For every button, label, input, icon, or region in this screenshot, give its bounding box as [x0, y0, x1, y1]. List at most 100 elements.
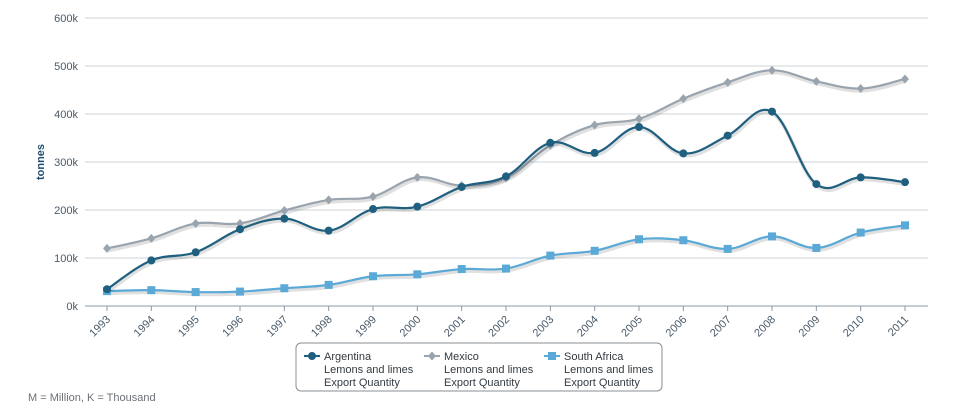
data-point[interactable] — [457, 265, 466, 274]
legend-label: Lemons and limes — [444, 364, 534, 376]
x-tick-label: 1999 — [353, 314, 379, 340]
y-tick-label: 0k — [66, 301, 78, 313]
data-point[interactable] — [147, 233, 156, 243]
legend-swatch-marker[interactable] — [308, 352, 316, 360]
data-point[interactable] — [856, 84, 865, 94]
data-point[interactable] — [723, 131, 732, 140]
data-point[interactable] — [191, 218, 200, 228]
data-point[interactable] — [236, 218, 244, 228]
data-point[interactable] — [812, 180, 821, 189]
data-point[interactable] — [280, 205, 289, 215]
data-point[interactable] — [191, 248, 200, 257]
grid — [85, 17, 928, 307]
series-argentina — [103, 107, 909, 294]
legend-box — [295, 342, 663, 392]
x-tick-label: 2003 — [531, 314, 557, 340]
data-point[interactable] — [280, 214, 289, 223]
x-tick-label: 1998 — [309, 314, 335, 340]
data-point[interactable] — [103, 285, 111, 294]
x-tick-label: 1996 — [220, 314, 246, 340]
data-point[interactable] — [635, 122, 643, 131]
data-point[interactable] — [812, 243, 821, 252]
x-tick-label: 2007 — [708, 314, 734, 340]
x-tick-label: 1995 — [176, 314, 202, 340]
data-point[interactable] — [723, 77, 732, 87]
data-point[interactable] — [413, 202, 422, 211]
x-tick-label: 1994 — [132, 314, 158, 340]
data-point[interactable] — [679, 94, 688, 104]
data-point[interactable] — [723, 244, 732, 253]
data-point[interactable] — [324, 280, 333, 289]
data-point[interactable] — [590, 148, 599, 157]
series-line — [106, 69, 906, 250]
x-tick-label: 1993 — [87, 314, 113, 340]
series — [103, 65, 909, 297]
y-axis-ticks: 0k 100k 200k 300k 400k 500k 600k — [54, 13, 78, 313]
data-point[interactable] — [191, 288, 200, 297]
y-tick-label: 200k — [54, 205, 78, 217]
data-point[interactable] — [236, 225, 244, 234]
y-axis-label: tonnes — [35, 144, 47, 180]
data-point[interactable] — [590, 246, 599, 255]
data-point[interactable] — [502, 264, 510, 273]
data-point[interactable] — [590, 120, 599, 130]
data-point[interactable] — [324, 195, 333, 205]
data-point[interactable] — [901, 74, 909, 84]
data-point[interactable] — [457, 182, 466, 191]
y-tick-label: 300k — [54, 157, 78, 169]
data-point[interactable] — [502, 172, 510, 181]
legend-swatch-marker[interactable] — [548, 352, 556, 360]
series-line-shadow — [106, 109, 907, 293]
data-point[interactable] — [635, 114, 643, 124]
data-point[interactable] — [103, 243, 111, 253]
x-tick-label: 2006 — [664, 314, 690, 340]
legend-label: Export Quantity — [564, 377, 640, 389]
data-point[interactable] — [546, 251, 555, 260]
data-point[interactable] — [768, 65, 776, 75]
data-point[interactable] — [147, 286, 156, 295]
x-tick-label: 2011 — [886, 314, 911, 339]
data-point[interactable] — [413, 172, 422, 182]
x-tick-label: 2009 — [797, 314, 823, 340]
data-point[interactable] — [369, 192, 377, 202]
data-point[interactable] — [413, 270, 422, 279]
x-tick-label: 2008 — [752, 314, 778, 340]
x-axis-ticks: 1993 1994 1995 1996 1997 1998 1999 2000 2001 2002… — [87, 306, 911, 339]
data-point[interactable] — [679, 149, 688, 158]
data-point[interactable] — [768, 107, 776, 116]
legend-label: South Africa — [564, 351, 624, 363]
x-tick-label: 2004 — [575, 314, 601, 340]
y-tick-label: 100k — [54, 253, 78, 265]
x-tick-label: 2002 — [486, 314, 512, 340]
data-point[interactable] — [901, 221, 909, 230]
data-point[interactable] — [546, 138, 555, 147]
y-tick-label: 500k — [54, 61, 78, 73]
x-tick-label: 2005 — [619, 314, 645, 340]
data-point[interactable] — [369, 205, 377, 214]
data-point[interactable] — [635, 235, 643, 244]
data-point[interactable] — [768, 232, 776, 241]
data-point[interactable] — [147, 256, 156, 265]
x-tick-label: 2010 — [841, 314, 867, 340]
data-point[interactable] — [901, 178, 909, 187]
x-tick-label: 2001 — [442, 314, 468, 340]
data-point[interactable] — [679, 236, 688, 245]
y-tick-label: 600k — [54, 13, 78, 25]
legend-label: Export Quantity — [444, 377, 520, 389]
series-line — [106, 108, 906, 291]
legend-swatch-marker[interactable] — [428, 351, 436, 361]
data-point[interactable] — [324, 226, 333, 235]
data-point[interactable] — [856, 228, 865, 237]
legend-label: Mexico — [444, 351, 479, 363]
data-point[interactable] — [856, 173, 865, 182]
data-point[interactable] — [236, 287, 244, 296]
series-south-africa — [103, 221, 909, 297]
data-point[interactable] — [280, 284, 289, 293]
data-point[interactable] — [369, 272, 377, 281]
data-point[interactable] — [812, 76, 821, 86]
legend-label: Lemons and limes — [564, 364, 654, 376]
